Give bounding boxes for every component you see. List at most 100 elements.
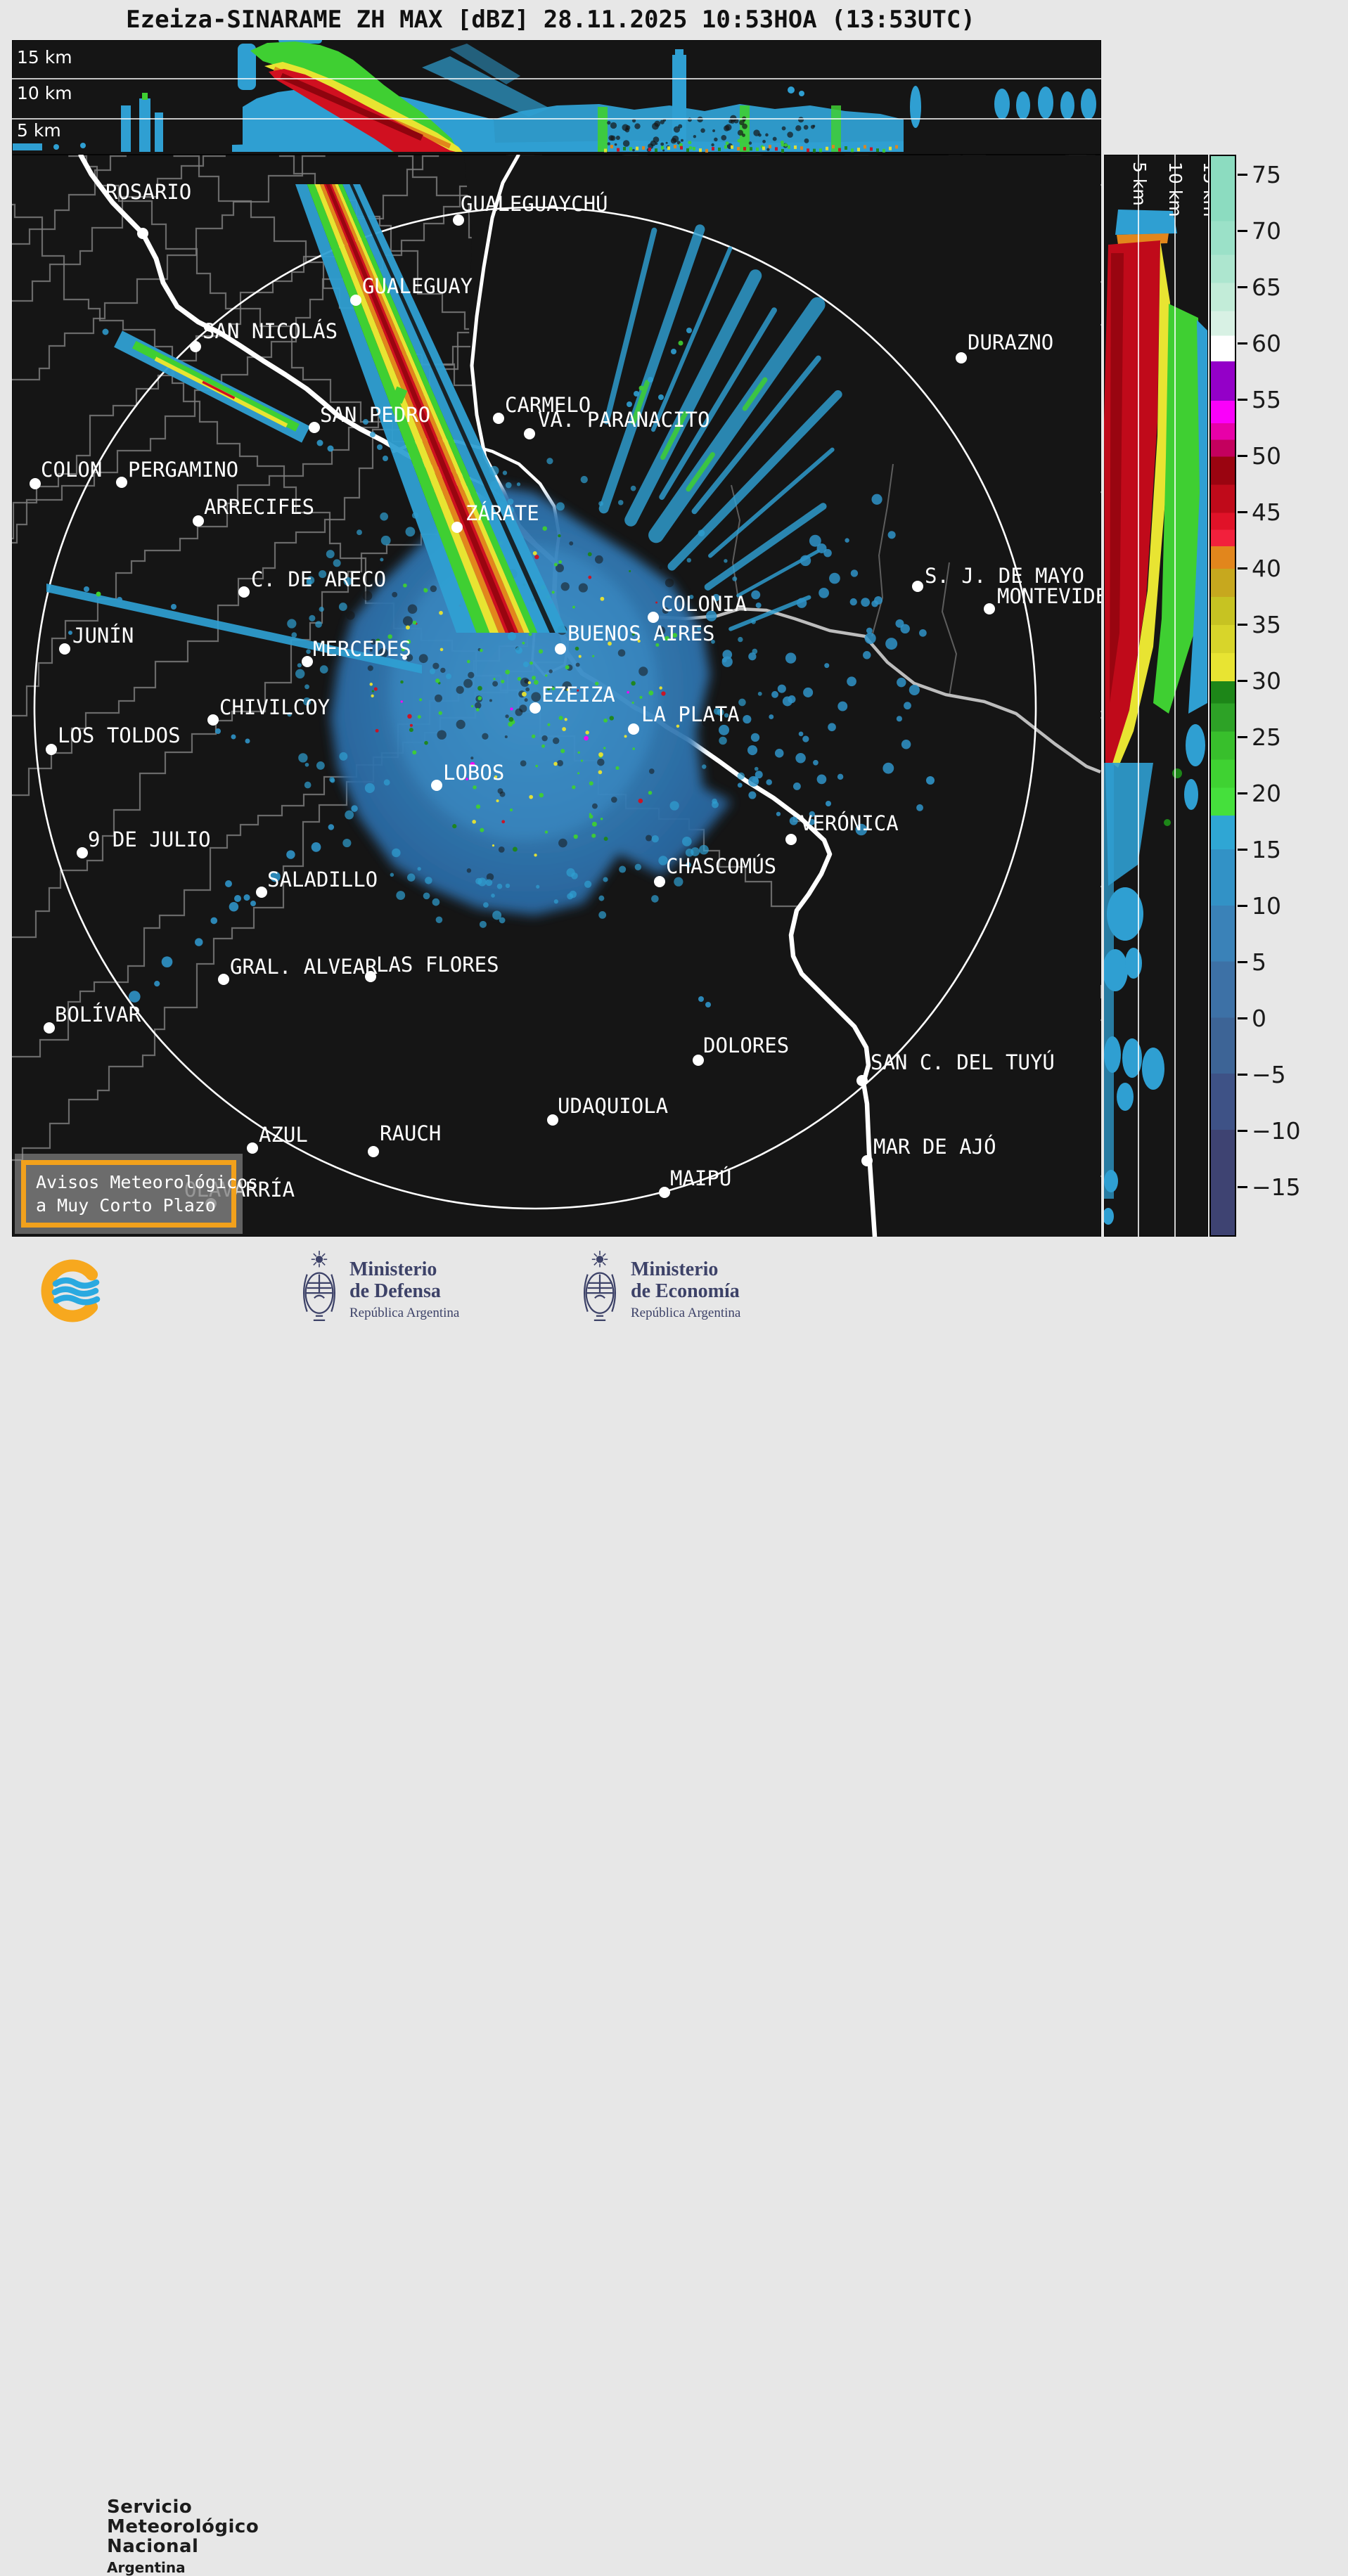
city-label: GRAL. ALVEAR (230, 955, 378, 979)
warning-badge[interactable]: Avisos Meteorológicos a Muy Corto Plazo (21, 1160, 259, 1228)
city-marker (190, 341, 201, 352)
colorbar-tick (1238, 849, 1247, 851)
colorbar-tick (1238, 567, 1247, 570)
colorbar-tick (1238, 736, 1247, 739)
city-label: COLON (41, 458, 102, 482)
city-marker (309, 422, 320, 433)
colorbar-tick (1238, 792, 1247, 795)
page-title: Ezeiza-SINARAME ZH MAX [dBZ] 28.11.2025 … (126, 6, 975, 34)
city-label: CHASCOMÚS (666, 854, 776, 878)
right-cross-section-panel: 5 km 10 km 15 km (1104, 155, 1208, 1237)
colorbar-tick (1238, 624, 1247, 626)
city-label: SALADILLO (267, 868, 378, 891)
colorbar-tick-label: 15 (1252, 835, 1281, 863)
smn-line1: Servicio (107, 2497, 193, 2518)
city-marker (30, 478, 41, 489)
city-label: LOS TOLDOS (58, 723, 181, 747)
city-label: ARRECIFES (204, 495, 314, 519)
city-marker (524, 428, 535, 439)
top-axis-label-15km: 15 km (17, 47, 72, 67)
right-axis-label-10km: 10 km (1165, 162, 1186, 217)
colorbar-tick-label: 0 (1252, 1004, 1266, 1032)
water-region (464, 155, 1100, 1237)
city-label: VERÓNICA (800, 811, 899, 835)
defensa-coat-of-arms-icon (302, 1250, 336, 1322)
city-label: LA PLATA (641, 702, 740, 726)
city-marker (628, 723, 639, 735)
city-marker (529, 702, 541, 714)
city-label: VA. PARANACITO (538, 408, 710, 432)
city-label: MAIPÚ (670, 1166, 731, 1190)
city-marker (59, 643, 70, 655)
city-marker (453, 214, 464, 226)
city-label: 9 DE JULIO (88, 827, 211, 851)
city-label: S. J. DE MAYO (925, 564, 1084, 588)
city-marker (785, 834, 797, 845)
city-marker (984, 603, 995, 614)
ministerio-defensa: Ministerio de Defensa República Argentin… (349, 1258, 459, 1321)
city-marker (654, 876, 665, 887)
colorbar-tick-label: −15 (1252, 1173, 1301, 1201)
colorbar-tick-label: −10 (1252, 1116, 1301, 1145)
colorbar-tick-label: 45 (1252, 498, 1281, 526)
city-label: AZUL (259, 1123, 308, 1147)
city-label: MAR DE AJÓ (873, 1135, 996, 1159)
radar-map-panel: ROSARIO GUALEGUAYCHÚ GUALEGUAY SAN NICOLÁS S… (12, 155, 1101, 1237)
colorbar-tick-label: 30 (1252, 666, 1281, 695)
colorbar-tick (1238, 455, 1247, 458)
city-marker (350, 295, 361, 306)
top-axis-label-10km: 10 km (17, 83, 72, 103)
footer: Servicio Meteorológico Nacional Argentin… (0, 1240, 1348, 2576)
colorbar-tick-label: 50 (1252, 442, 1281, 470)
colorbar-tick-label: 40 (1252, 554, 1281, 582)
city-label: DURAZNO (968, 330, 1053, 354)
colorbar-tick-label: 65 (1252, 273, 1281, 301)
city-marker (46, 744, 57, 755)
city-marker (247, 1142, 258, 1154)
economia-sub: República Argentina (631, 1306, 741, 1320)
city-marker (116, 477, 127, 488)
city-label: UDAQUIOLA (558, 1094, 668, 1118)
city-label: CHIVILCOY (219, 695, 330, 719)
defensa-sub: República Argentina (349, 1306, 460, 1320)
colorbar-tick (1238, 961, 1247, 964)
colorbar-tick-label: 55 (1252, 385, 1281, 413)
defensa-line1: Ministerio (349, 1258, 437, 1280)
city-label: PERGAMINO (128, 458, 238, 482)
city-marker (693, 1055, 704, 1066)
defensa-line2: de Defensa (349, 1280, 441, 1302)
city-label: DOLORES (703, 1033, 789, 1057)
colorbar-tick (1238, 1130, 1247, 1133)
colorbar-tick-label: 20 (1252, 779, 1281, 807)
city-marker (861, 1155, 873, 1166)
city-marker (137, 228, 148, 239)
city-label: SAN NICOLÁS (203, 319, 338, 343)
city-marker (218, 974, 229, 985)
city-marker (856, 1075, 868, 1086)
range-ring (33, 206, 1037, 1210)
city-label: LAS FLORES (376, 953, 499, 977)
city-label: BOLÍVAR (55, 1003, 141, 1026)
top-axis-label-5km: 5 km (17, 120, 61, 141)
city-label: LOBOS (443, 761, 504, 785)
colorbar-tick-label: 10 (1252, 891, 1281, 920)
colorbar-tick-label: 35 (1252, 610, 1281, 638)
city-marker (256, 887, 267, 898)
city-marker (193, 515, 204, 527)
city-marker (368, 1146, 379, 1157)
smn-line2: Meteorológico (107, 2516, 259, 2537)
right-axis-label-5km: 5 km (1129, 162, 1150, 206)
city-label: JUNÍN (72, 624, 134, 648)
colorbar-tick (1238, 1017, 1247, 1020)
warning-line-1: Avisos Meteorológicos (36, 1172, 259, 1192)
city-label: SAN PEDRO (320, 403, 430, 427)
city-label: SAN C. DEL TUYÚ (871, 1050, 1055, 1074)
city-marker (547, 1114, 558, 1126)
colorbar-tick (1238, 1186, 1247, 1189)
economia-line1: Ministerio (631, 1258, 719, 1280)
top-cross-section-panel: 15 km 10 km 5 km (12, 40, 1101, 155)
city-label: RAUCH (380, 1121, 441, 1145)
city-marker (365, 971, 376, 982)
colorbar-tick (1238, 1074, 1247, 1076)
smn-wordmark: Servicio Meteorológico Nacional Argentin… (107, 2497, 259, 2576)
